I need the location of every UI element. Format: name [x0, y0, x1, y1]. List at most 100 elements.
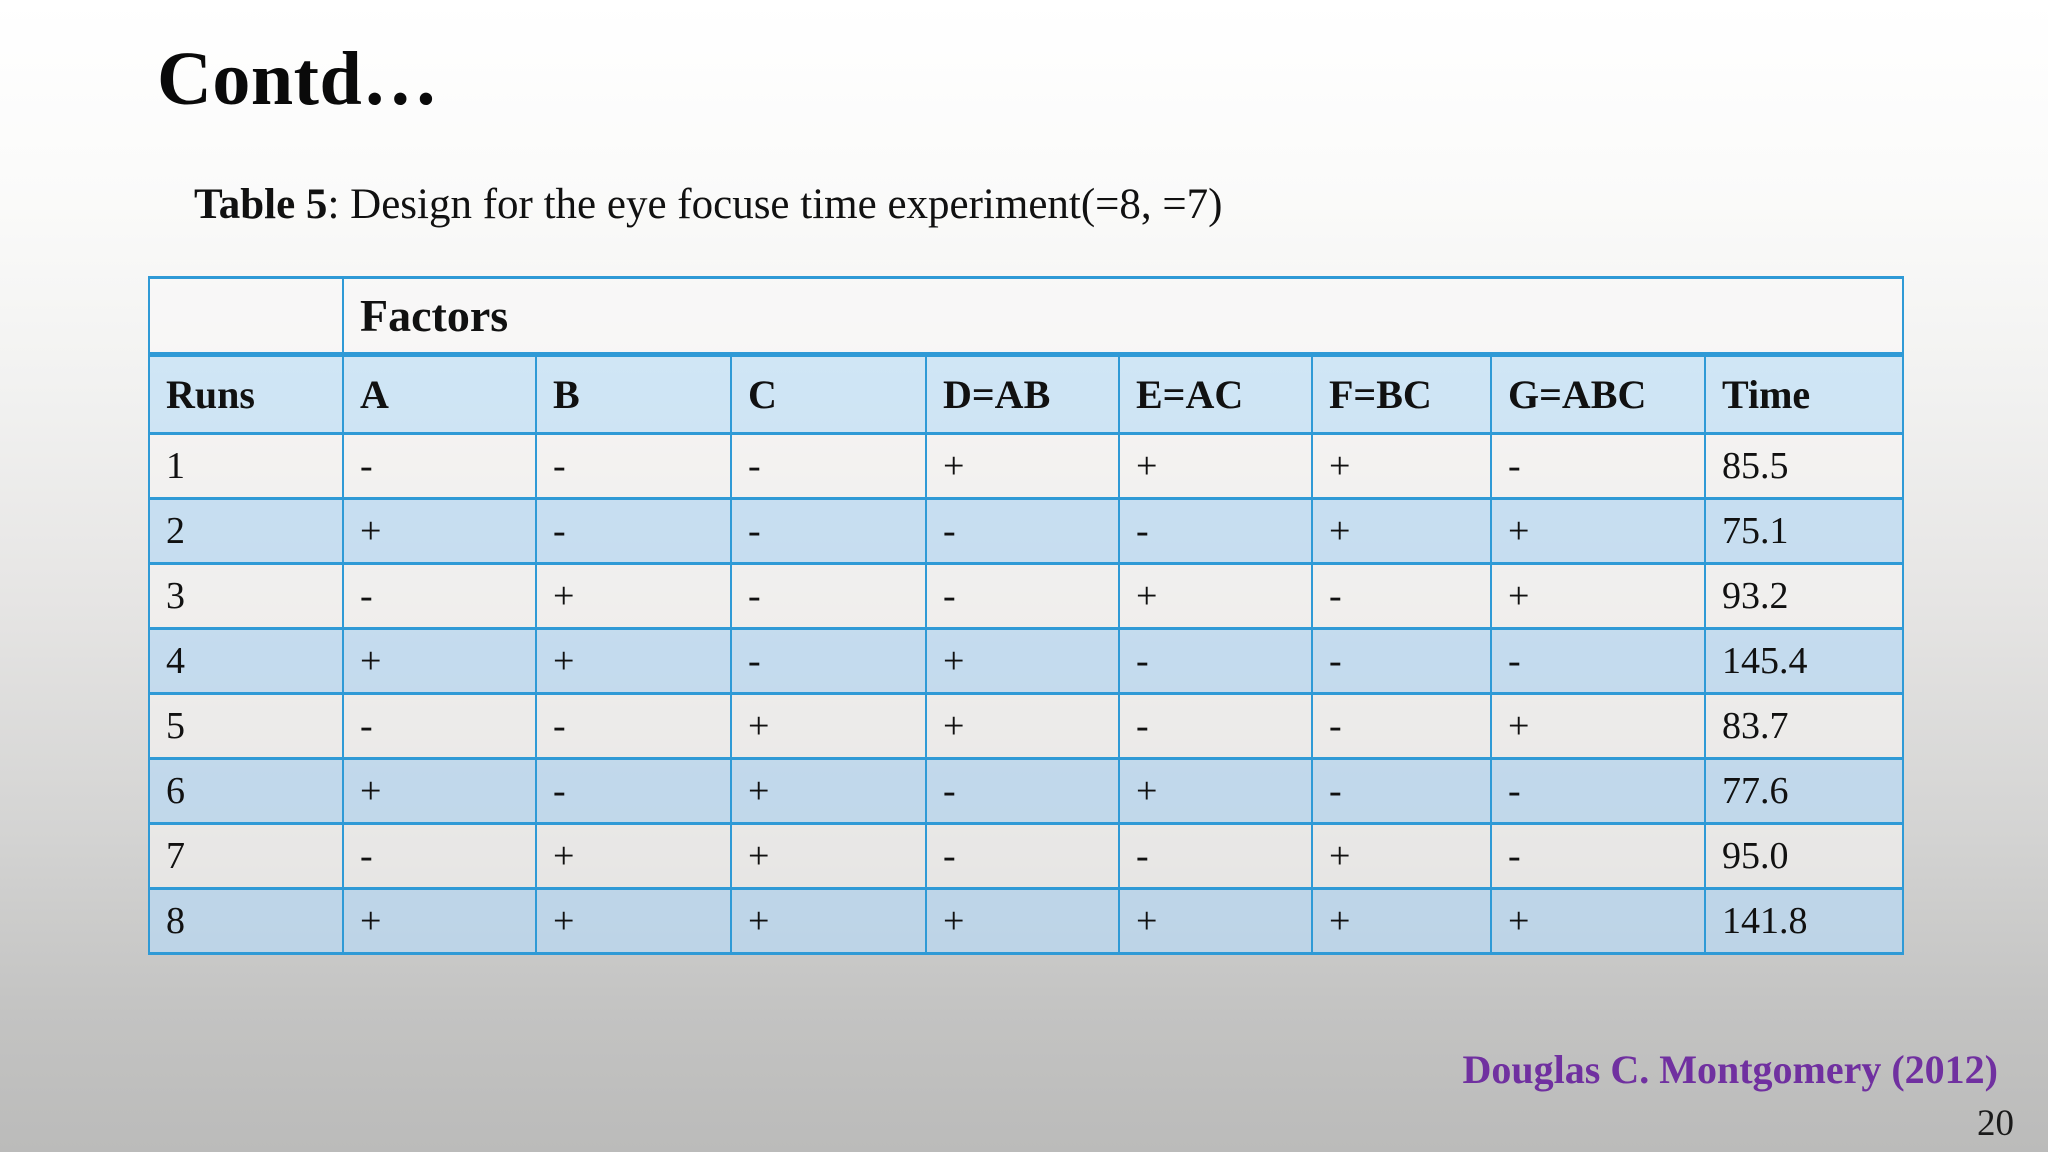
factor-level-cell: -	[730, 562, 927, 630]
column-header-b: B	[535, 353, 732, 435]
table-caption-text: : Design for the eye focuse time experim…	[327, 181, 1223, 228]
factor-level-cell: +	[730, 757, 927, 825]
factor-level-cell: -	[535, 432, 732, 500]
factor-level-cell: +	[342, 497, 537, 565]
design-table: Factors Runs A B C D=AB E=AC F=BC G=ABC …	[148, 276, 1905, 955]
time-value-cell: 85.5	[1703, 432, 1905, 500]
run-number-cell: 5	[148, 692, 344, 760]
time-value-cell: 95.0	[1703, 822, 1905, 890]
factor-level-cell: -	[342, 562, 537, 630]
factor-level-cell: +	[535, 822, 732, 890]
table-row: 3- + - - + - +93.2	[148, 562, 1905, 630]
factor-level-cell: -	[1311, 562, 1492, 630]
factor-level-cell: +	[1490, 887, 1706, 955]
factor-level-cell: +	[925, 692, 1120, 760]
factor-level-cell: -	[1311, 627, 1492, 695]
factor-level-cell: -	[730, 432, 927, 500]
factor-level-cell: +	[1311, 432, 1492, 500]
table-row: 5- - + + - - +83.7	[148, 692, 1905, 760]
factor-level-cell: +	[925, 627, 1120, 695]
factor-level-cell: -	[925, 497, 1120, 565]
table-row: 4 + + - + - - -145.4	[148, 627, 1905, 695]
page-number: 20	[1977, 1103, 2014, 1144]
table-row: 8 + + + + + + +141.8	[148, 887, 1905, 955]
factor-level-cell: -	[1490, 757, 1706, 825]
factor-level-cell: +	[1490, 562, 1706, 630]
run-number-cell: 1	[148, 432, 344, 500]
factor-level-cell: +	[1311, 497, 1492, 565]
slide-title: Contd…	[157, 37, 439, 121]
factor-level-cell: +	[1118, 887, 1313, 955]
factor-level-cell: +	[342, 887, 537, 955]
column-header-c: C	[730, 353, 927, 435]
column-header-e-ac: E=AC	[1118, 353, 1313, 435]
factor-level-cell: -	[342, 822, 537, 890]
factor-level-cell: -	[1490, 822, 1706, 890]
run-number-cell: 3	[148, 562, 344, 630]
column-header-d-ab: D=AB	[925, 353, 1120, 435]
factor-level-cell: -	[1118, 627, 1313, 695]
factor-level-cell: -	[1118, 822, 1313, 890]
factor-level-cell: -	[535, 757, 732, 825]
run-number-cell: 4	[148, 627, 344, 695]
table-row: 1- - - + + + -85.5	[148, 432, 1905, 500]
run-number-cell: 8	[148, 887, 344, 955]
run-number-cell: 2	[148, 497, 344, 565]
factor-level-cell: +	[1118, 432, 1313, 500]
time-value-cell: 83.7	[1703, 692, 1905, 760]
factor-level-cell: -	[342, 432, 537, 500]
column-header-a: A	[342, 353, 537, 435]
factor-level-cell: +	[342, 757, 537, 825]
factor-level-cell: -	[925, 822, 1120, 890]
time-value-cell: 141.8	[1703, 887, 1905, 955]
column-header-runs: Runs	[148, 353, 344, 435]
factors-row: Factors	[148, 276, 1905, 357]
factor-level-cell: +	[535, 562, 732, 630]
factor-level-cell: -	[535, 692, 732, 760]
factor-level-cell: +	[730, 692, 927, 760]
column-header-time: Time	[1703, 353, 1905, 435]
table-body: 1- - - + + + -85.5 2 + - - - - + +75.1 3- + - - + - +93.2 4 + + -…	[148, 432, 1905, 955]
factor-level-cell: -	[1118, 692, 1313, 760]
factor-level-cell: -	[1311, 757, 1492, 825]
factor-level-cell: +	[730, 822, 927, 890]
table-caption-label: Table 5	[194, 181, 328, 228]
factor-level-cell: +	[1118, 757, 1313, 825]
factor-level-cell: -	[1490, 627, 1706, 695]
column-header-row: Runs A B C D=AB E=AC F=BC G=ABC Time	[148, 353, 1905, 435]
factor-level-cell: -	[1490, 432, 1706, 500]
factor-level-cell: +	[342, 627, 537, 695]
factor-level-cell: -	[925, 757, 1120, 825]
corner-cell	[148, 276, 344, 357]
table-row: 6 + - + - + - -77.6	[148, 757, 1905, 825]
factor-level-cell: +	[730, 887, 927, 955]
time-value-cell: 77.6	[1703, 757, 1905, 825]
factor-level-cell: -	[925, 562, 1120, 630]
factor-level-cell: +	[925, 887, 1120, 955]
factor-level-cell: +	[1311, 887, 1492, 955]
factor-level-cell: +	[1490, 692, 1706, 760]
factor-level-cell: -	[730, 497, 927, 565]
table-row: 7- + + - - + -95.0	[148, 822, 1905, 890]
factor-level-cell: +	[1490, 497, 1706, 565]
factor-level-cell: +	[1311, 822, 1492, 890]
factor-level-cell: +	[1118, 562, 1313, 630]
run-number-cell: 6	[148, 757, 344, 825]
factor-level-cell: +	[535, 627, 732, 695]
factor-level-cell: +	[535, 887, 732, 955]
factor-level-cell: +	[925, 432, 1120, 500]
factor-level-cell: -	[342, 692, 537, 760]
time-value-cell: 93.2	[1703, 562, 1905, 630]
table-row: 2 + - - - - + +75.1	[148, 497, 1905, 565]
factor-level-cell: -	[1311, 692, 1492, 760]
time-value-cell: 145.4	[1703, 627, 1905, 695]
time-value-cell: 75.1	[1703, 497, 1905, 565]
attribution: Douglas C. Montgomery (2012)	[1462, 1047, 1999, 1092]
run-number-cell: 7	[148, 822, 344, 890]
factor-level-cell: -	[730, 627, 927, 695]
factors-header: Factors	[341, 276, 1905, 357]
factor-level-cell: -	[1118, 497, 1313, 565]
table-caption: Table 5: Design for the eye focuse time …	[194, 180, 1223, 229]
factor-level-cell: -	[535, 497, 732, 565]
